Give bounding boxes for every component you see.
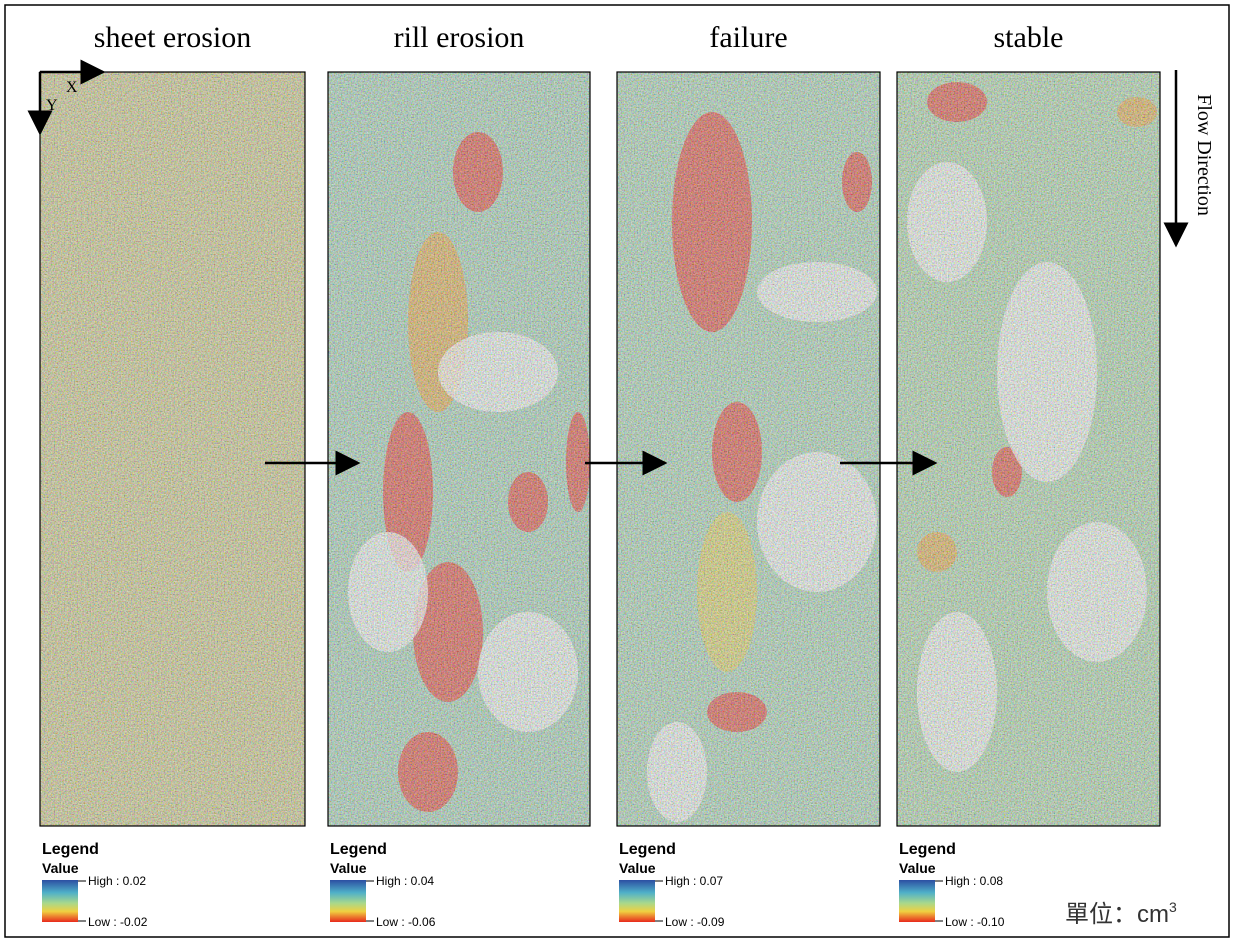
flow-label: Flow Direction bbox=[1193, 94, 1215, 216]
panel-speckle bbox=[897, 72, 1160, 826]
legend-low: Low : -0.02 bbox=[88, 915, 148, 929]
legend-ramp bbox=[619, 880, 655, 922]
legend-value: Value bbox=[330, 860, 367, 876]
legend-title: Legend bbox=[330, 841, 387, 858]
panel: failure Legend Value High : 0.07 Low : -0.09 bbox=[617, 21, 880, 929]
panel-speckle bbox=[617, 72, 880, 826]
panel-speckle bbox=[40, 72, 305, 826]
unit-superscript: 3 bbox=[1169, 899, 1177, 915]
legend-high: High : 0.08 bbox=[945, 874, 1003, 888]
y-axis-label: Y bbox=[46, 97, 58, 114]
legend-high: High : 0.04 bbox=[376, 874, 434, 888]
panel: stable Legend Value High : 0.08 Low : -0.10 bbox=[897, 21, 1160, 929]
panel-speckle bbox=[328, 72, 590, 826]
legend-ramp bbox=[330, 880, 366, 922]
legend-title: Legend bbox=[899, 841, 956, 858]
panel-title: stable bbox=[994, 21, 1064, 54]
legend-high: High : 0.07 bbox=[665, 874, 723, 888]
legend-low: Low : -0.10 bbox=[945, 915, 1005, 929]
legend-value: Value bbox=[899, 860, 936, 876]
unit-text: 單位：cm bbox=[1065, 901, 1169, 928]
legend-low: Low : -0.06 bbox=[376, 915, 436, 929]
panels: sheet erosion Legend Value High : 0.02 Low :… bbox=[40, 21, 1160, 929]
legend-ramp bbox=[42, 880, 78, 922]
legend-ramp bbox=[899, 880, 935, 922]
figure: sheet erosion Legend Value High : 0.02 Low :… bbox=[0, 0, 1234, 946]
panel-title: rill erosion bbox=[394, 21, 525, 54]
legend-value: Value bbox=[42, 860, 79, 876]
x-axis-label: X bbox=[66, 79, 78, 96]
legend-title: Legend bbox=[42, 841, 99, 858]
panel-title: failure bbox=[709, 21, 787, 54]
legend-high: High : 0.02 bbox=[88, 874, 146, 888]
panel: rill erosion Legend Value High : 0.04 Low : … bbox=[328, 21, 590, 929]
panel: sheet erosion Legend Value High : 0.02 Low :… bbox=[40, 21, 305, 929]
legend-title: Legend bbox=[619, 841, 676, 858]
panel-title: sheet erosion bbox=[94, 21, 251, 54]
unit: 單位：cm3 bbox=[1065, 899, 1177, 928]
legend-low: Low : -0.09 bbox=[665, 915, 725, 929]
legend-value: Value bbox=[619, 860, 656, 876]
